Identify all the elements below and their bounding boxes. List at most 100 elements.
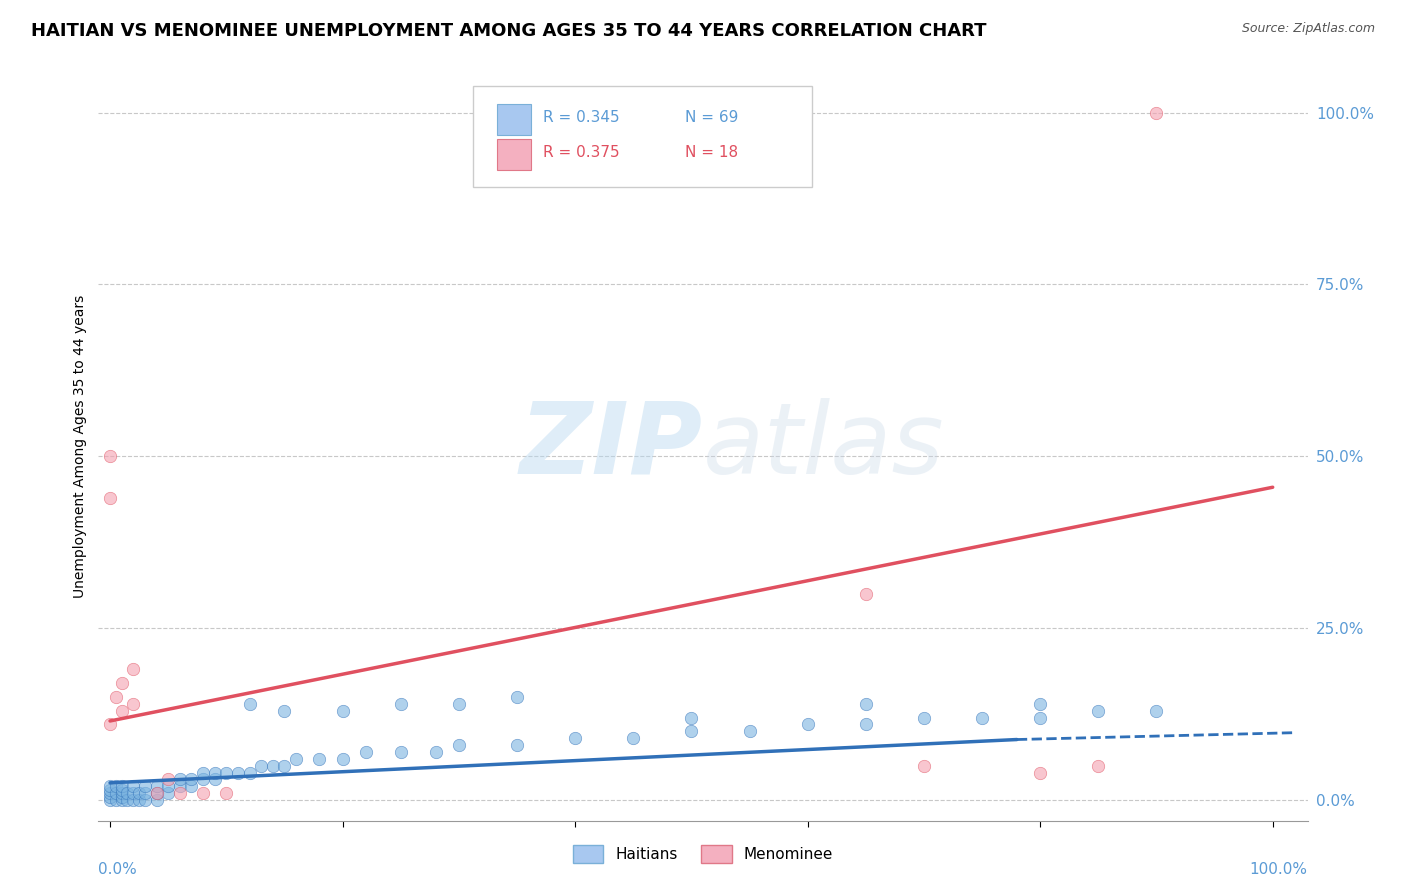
Y-axis label: Unemployment Among Ages 35 to 44 years: Unemployment Among Ages 35 to 44 years xyxy=(73,294,87,598)
Point xyxy=(447,697,470,711)
Point xyxy=(912,758,935,772)
Point xyxy=(98,793,121,807)
Point xyxy=(332,752,354,766)
Point xyxy=(169,786,191,800)
Point xyxy=(98,450,121,464)
Point xyxy=(98,789,121,804)
Point xyxy=(169,772,191,787)
Point xyxy=(111,676,134,690)
Point xyxy=(226,765,249,780)
Point xyxy=(128,786,150,800)
Point xyxy=(122,662,145,676)
Point xyxy=(191,786,214,800)
Point xyxy=(796,717,818,731)
Point xyxy=(122,779,145,793)
Point xyxy=(145,779,167,793)
Point xyxy=(215,765,238,780)
Point xyxy=(191,765,214,780)
Point xyxy=(681,710,703,724)
Point xyxy=(98,786,121,800)
Point xyxy=(204,765,226,780)
Point xyxy=(145,786,167,800)
Point xyxy=(273,704,295,718)
Point xyxy=(215,786,238,800)
Point xyxy=(104,779,127,793)
Point xyxy=(250,758,273,772)
Point xyxy=(447,738,470,752)
Point xyxy=(506,690,529,704)
Point xyxy=(204,772,226,787)
Point xyxy=(169,779,191,793)
Point xyxy=(157,772,180,787)
Point xyxy=(111,789,134,804)
Point xyxy=(262,758,284,772)
Point xyxy=(157,779,180,793)
Text: HAITIAN VS MENOMINEE UNEMPLOYMENT AMONG AGES 35 TO 44 YEARS CORRELATION CHART: HAITIAN VS MENOMINEE UNEMPLOYMENT AMONG … xyxy=(31,22,987,40)
Point xyxy=(122,786,145,800)
Text: ZIP: ZIP xyxy=(520,398,703,494)
FancyBboxPatch shape xyxy=(474,87,811,187)
Point xyxy=(111,786,134,800)
Point xyxy=(621,731,644,746)
Text: 0.0%: 0.0% xyxy=(98,862,138,877)
Point xyxy=(681,724,703,739)
Point xyxy=(104,793,127,807)
Point xyxy=(855,717,877,731)
Point xyxy=(239,765,262,780)
Text: N = 18: N = 18 xyxy=(685,145,738,160)
Point xyxy=(122,793,145,807)
Point xyxy=(117,793,139,807)
Point xyxy=(128,793,150,807)
Point xyxy=(111,782,134,797)
Point xyxy=(239,697,262,711)
Point xyxy=(738,724,761,739)
Legend: Haitians, Menominee: Haitians, Menominee xyxy=(567,839,839,869)
Point xyxy=(98,717,121,731)
Point xyxy=(273,758,295,772)
Point xyxy=(111,779,134,793)
Point xyxy=(506,738,529,752)
Point xyxy=(1144,105,1167,120)
Point xyxy=(354,745,377,759)
Text: R = 0.375: R = 0.375 xyxy=(543,145,620,160)
Point xyxy=(104,786,127,800)
Point xyxy=(191,772,214,787)
Point xyxy=(855,587,877,601)
Point xyxy=(134,786,156,800)
Point xyxy=(145,793,167,807)
Point xyxy=(157,786,180,800)
Point xyxy=(134,793,156,807)
Point xyxy=(1029,710,1052,724)
Point xyxy=(855,697,877,711)
Point xyxy=(1087,758,1109,772)
Text: N = 69: N = 69 xyxy=(685,111,738,125)
Point xyxy=(111,704,134,718)
FancyBboxPatch shape xyxy=(498,139,531,170)
Point xyxy=(111,793,134,807)
Point xyxy=(98,779,121,793)
Point xyxy=(180,779,202,793)
Point xyxy=(98,491,121,505)
Point xyxy=(134,779,156,793)
Text: atlas: atlas xyxy=(703,398,945,494)
Point xyxy=(285,752,308,766)
Point xyxy=(1087,704,1109,718)
Point xyxy=(145,786,167,800)
Point xyxy=(122,697,145,711)
Point xyxy=(104,690,127,704)
Point xyxy=(308,752,330,766)
Point xyxy=(332,704,354,718)
Point xyxy=(389,745,412,759)
Text: R = 0.345: R = 0.345 xyxy=(543,111,620,125)
Point xyxy=(1144,704,1167,718)
Point xyxy=(912,710,935,724)
Point xyxy=(180,772,202,787)
Point xyxy=(98,782,121,797)
Point xyxy=(1029,765,1052,780)
Point xyxy=(970,710,993,724)
Point xyxy=(564,731,586,746)
Point xyxy=(1029,697,1052,711)
Point xyxy=(425,745,447,759)
Text: 100.0%: 100.0% xyxy=(1250,862,1308,877)
Point xyxy=(117,786,139,800)
